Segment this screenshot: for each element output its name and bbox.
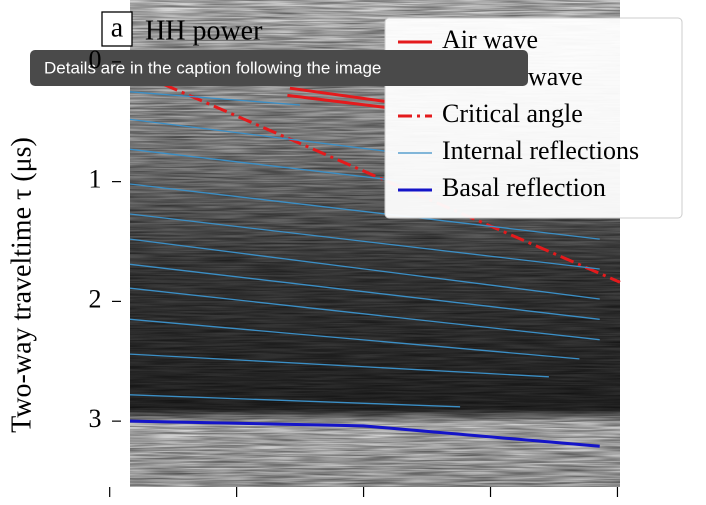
legend-label: Basal reflection	[442, 173, 606, 202]
panel-label: a	[111, 12, 124, 43]
tooltip-text: Details are in the caption following the…	[44, 58, 381, 77]
series-line	[129, 419, 600, 448]
tooltip	[30, 50, 528, 86]
panel-label-box	[101, 11, 133, 47]
y-tick-label: 0	[89, 45, 102, 74]
y-axis-label: Two-way traveltime τ (μs)	[6, 137, 37, 433]
y-tick-label: 1	[89, 165, 102, 194]
legend-label: Internal reflections	[442, 136, 639, 165]
series-line	[289, 86, 386, 103]
y-tick-label: 3	[89, 404, 102, 433]
y-tick-label: 2	[89, 284, 102, 313]
legend-label: Air wave	[442, 25, 538, 54]
chart-title: HH power	[145, 15, 263, 46]
legend-label: Critical angle	[442, 99, 583, 128]
series-line	[129, 91, 600, 408]
series-line	[287, 93, 386, 109]
